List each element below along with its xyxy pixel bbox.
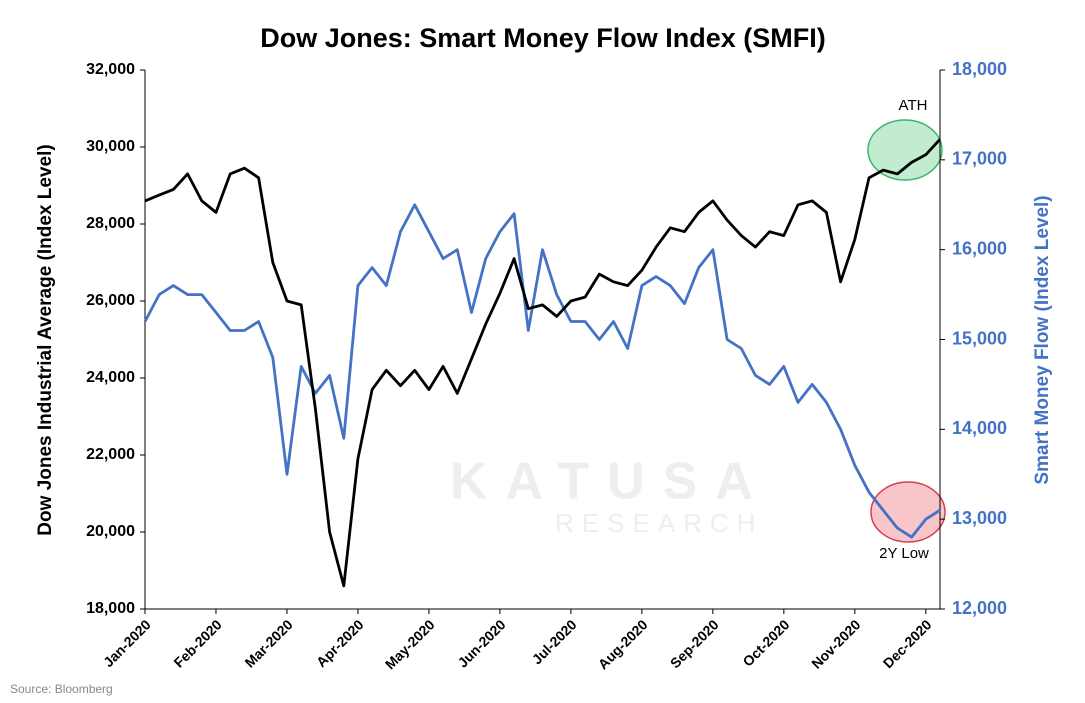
y-tick-label: 32,000 (86, 61, 135, 78)
y-tick-label: 22,000 (86, 446, 135, 463)
highlight-circle (870, 481, 946, 543)
y2-tick-label: 16,000 (952, 238, 1007, 258)
annotation: ATH (899, 97, 928, 114)
data-line (143, 203, 941, 539)
watermark: KATUSA (450, 453, 771, 511)
y-tick-label: 24,000 (86, 369, 135, 386)
y2-tick-label: 18,000 (952, 59, 1007, 79)
y-tick-label: 20,000 (86, 523, 135, 540)
y2-tick-label: 13,000 (952, 508, 1007, 528)
y2-tick-label: 17,000 (952, 149, 1007, 169)
y2-axis-title: Smart Money Flow (Index Level) (1032, 195, 1053, 484)
y2-tick-label: 15,000 (952, 328, 1007, 348)
highlight-circle (867, 119, 943, 181)
chart-title: Dow Jones: Smart Money Flow Index (SMFI) (260, 23, 826, 53)
data-line (144, 138, 942, 588)
watermark: RESEARCH (555, 508, 763, 538)
y-tick-label: 30,000 (86, 138, 135, 155)
y2-tick-label: 12,000 (952, 598, 1007, 618)
y2-tick-label: 14,000 (952, 418, 1007, 438)
y-tick-label: 18,000 (86, 600, 135, 617)
source-note: Source: Bloomberg (10, 682, 113, 696)
annotation: 2Y Low (879, 545, 929, 562)
y-axis-title: Dow Jones Industrial Average (Index Leve… (35, 144, 56, 535)
y-tick-label: 26,000 (86, 292, 135, 309)
y-tick-label: 28,000 (86, 215, 135, 232)
